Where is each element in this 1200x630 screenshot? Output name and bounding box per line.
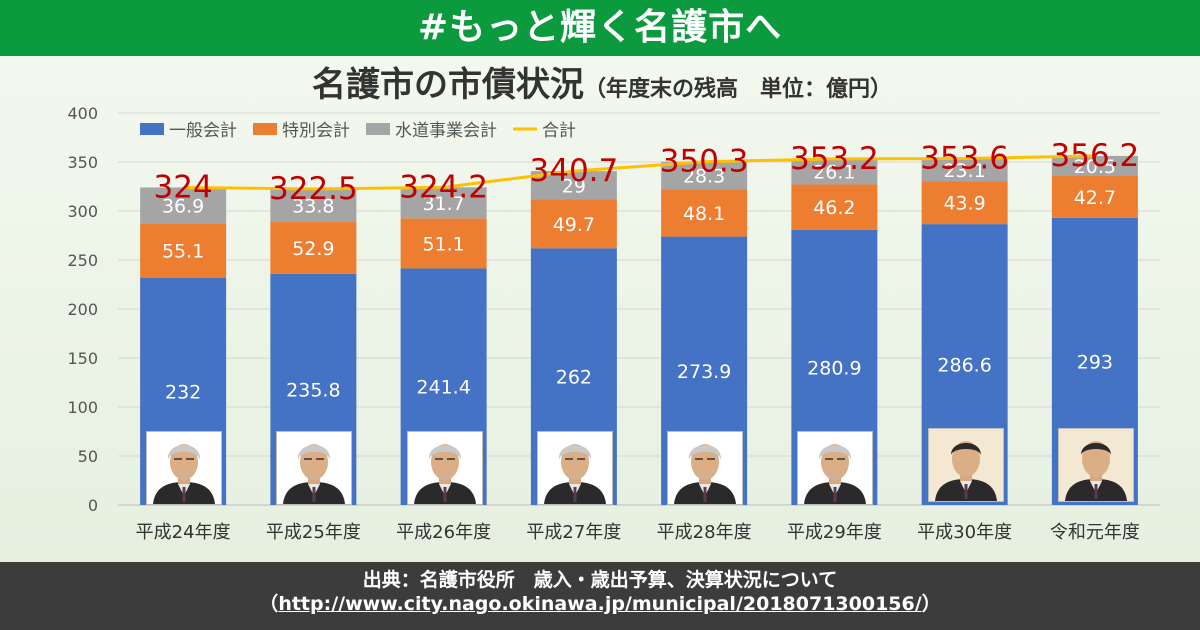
x-tick-label: 令和元年度 — [1050, 522, 1140, 543]
data-label: 23.1 — [943, 160, 985, 182]
x-tick-label: 平成27年度 — [526, 522, 621, 543]
mayor-portrait — [927, 428, 1004, 502]
bar-segment — [1051, 176, 1138, 218]
data-label: 241.4 — [416, 377, 470, 399]
bar-segment — [140, 187, 227, 224]
mayor-portrait — [146, 431, 223, 505]
bar-segment — [661, 161, 748, 190]
y-tick-label: 200 — [67, 300, 98, 319]
mayor-portrait — [276, 431, 353, 505]
bar-segment — [140, 223, 227, 278]
data-label: 28.3 — [683, 166, 725, 188]
data-label: 52.9 — [292, 238, 334, 260]
data-label: 273.9 — [677, 361, 731, 383]
mayor-portrait — [406, 431, 483, 505]
data-label: 55.1 — [162, 241, 204, 263]
legend-swatch — [253, 123, 277, 135]
source-url-line: （http://www.city.nago.okinawa.jp/municip… — [0, 591, 1200, 617]
data-label: 29 — [562, 175, 586, 197]
total-label: 324.2 — [399, 169, 488, 205]
x-tick-label: 平成26年度 — [396, 522, 491, 543]
data-label: 33.8 — [292, 196, 334, 218]
source-url-link[interactable]: http://www.city.nago.okinawa.jp/municipa… — [278, 593, 922, 615]
y-tick-label: 400 — [67, 104, 98, 123]
source-footer: 出典：名護市役所 歳入・歳出予算、決算状況について （http://www.ci… — [0, 562, 1200, 630]
data-label: 20.5 — [1074, 156, 1116, 178]
data-label: 26.1 — [813, 162, 855, 184]
legend: 一般会計 特別会計 水道事業会計 合計 — [140, 121, 576, 141]
chart-subtitle: （年度末の残高 単位：億円） — [584, 76, 892, 102]
total-label: 353.6 — [920, 140, 1009, 176]
total-line-layer: 324 322.5 324.2 340.7 350.3 353.2 353.6 356.2 — [154, 138, 1140, 207]
data-label: 51.1 — [422, 233, 464, 255]
bar-segment — [791, 184, 878, 230]
total-label: 340.7 — [530, 153, 619, 189]
mayor-portrait — [667, 431, 744, 505]
total-label: 356.2 — [1051, 138, 1140, 174]
legend-label: 水道事業会計 — [395, 121, 497, 141]
total-label: 324 — [154, 169, 213, 205]
data-label: 42.7 — [1074, 187, 1116, 209]
url-paren-open: （ — [259, 593, 279, 615]
data-label: 49.7 — [553, 214, 595, 236]
data-label: 46.2 — [813, 197, 855, 219]
x-tick-label: 平成24年度 — [136, 522, 231, 543]
bar-segment — [400, 187, 487, 219]
data-label: 280.9 — [807, 357, 861, 379]
bar-segment — [921, 181, 1008, 225]
source-line: 出典：名護市役所 歳入・歳出予算、決算状況について — [362, 569, 838, 591]
y-tick-label: 350 — [67, 153, 98, 172]
mayor-portrait — [797, 431, 874, 505]
legend-label: 合計 — [542, 121, 576, 141]
y-tick-label: 100 — [67, 398, 98, 417]
data-label: 293 — [1077, 351, 1113, 373]
data-label: 48.1 — [683, 203, 725, 225]
data-label: 262 — [556, 367, 592, 389]
bar-segment — [270, 188, 357, 223]
data-label: 232 — [165, 381, 201, 403]
data-label: 31.7 — [422, 193, 464, 215]
banner-title: #もっと輝く名護市へ — [0, 0, 1200, 56]
data-label: 235.8 — [286, 379, 340, 401]
x-tick-label: 平成28年度 — [657, 522, 752, 543]
legend-swatch — [366, 123, 390, 135]
total-line — [183, 154, 1095, 191]
bar-segment — [530, 199, 617, 249]
legend-swatch — [140, 123, 164, 135]
total-label: 350.3 — [660, 144, 749, 180]
data-label: 36.9 — [162, 196, 204, 218]
chart-title: 名護市の市債状況 — [312, 65, 584, 105]
x-tick-label: 平成25年度 — [266, 522, 361, 543]
total-label: 322.5 — [269, 171, 358, 207]
data-label: 286.6 — [937, 355, 991, 377]
y-tick-label: 150 — [67, 349, 98, 368]
legend-label: 特別会計 — [282, 121, 350, 141]
legend-label: 一般会計 — [169, 121, 237, 141]
bar-segment — [400, 218, 487, 269]
mayor-portrait — [1057, 428, 1134, 502]
y-tick-label: 0 — [88, 496, 98, 515]
mayor-portrait — [536, 431, 613, 505]
bar-segment — [921, 158, 1008, 182]
x-tick-label: 平成30年度 — [917, 522, 1012, 543]
y-tick-label: 250 — [67, 251, 98, 270]
data-label: 43.9 — [943, 193, 985, 215]
bar-segment — [791, 158, 878, 185]
x-tick-label: 平成29年度 — [787, 522, 882, 543]
y-tick-label: 300 — [67, 202, 98, 221]
bar-segment — [661, 189, 748, 237]
url-paren-close: ） — [921, 593, 941, 615]
y-tick-label: 50 — [78, 447, 98, 466]
bar-segment — [270, 222, 357, 274]
total-label: 353.2 — [790, 141, 879, 177]
bar-segment — [1051, 155, 1138, 177]
